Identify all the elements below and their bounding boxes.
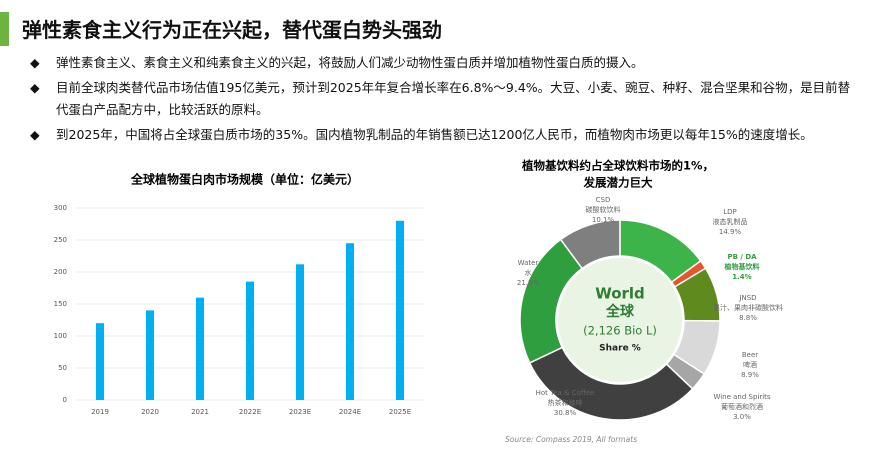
bar	[96, 323, 104, 400]
segment-sublabel: 啤酒	[743, 360, 757, 369]
segment-value: 10.1%	[592, 216, 615, 224]
segment-value: 30.8%	[554, 409, 577, 417]
segment-sublabel: 葡萄酒和烈酒	[721, 402, 763, 411]
segment-sublabel: 热茶和咖啡	[548, 398, 583, 407]
segment-label: CSD	[596, 196, 611, 204]
y-tick-label: 300	[54, 204, 67, 212]
segment-label: Wine and Spirits	[713, 393, 770, 401]
segment-label: PB / DA	[727, 253, 757, 261]
bar-chart-title: 全球植物蛋白肉市场规模（单位：亿美元）	[130, 172, 359, 187]
bullet: ◆ 到2025年，中国将占全球蛋白质市场的35%。国内植物乳制品的年销售额已达12…	[30, 124, 860, 146]
center-ring	[558, 258, 682, 382]
donut-segment	[519, 238, 584, 364]
segment-label: Beer	[742, 351, 758, 359]
bullet: ◆ 目前全球肉类替代品市场估值195亿美元，预计到2025年年复合增长率在6.8%…	[30, 77, 860, 121]
segment-label: LDP	[723, 208, 737, 216]
segment-label: Hot Tea & Coffee	[536, 389, 595, 397]
bar	[346, 243, 354, 400]
y-tick-label: 0	[63, 396, 67, 404]
bar	[196, 297, 204, 400]
x-tick-label: 2020	[141, 408, 159, 416]
segment-sublabel: 碳酸软饮料	[586, 205, 621, 214]
x-tick-label: 2021	[191, 408, 209, 416]
donut-segment	[528, 346, 694, 421]
bullet-list: ◆ 弹性素食主义、素食主义和纯素食主义的兴起，将鼓励人们减少动物性蛋白质并增加植物…	[30, 52, 860, 149]
segment-sublabel: 液态乳制品	[713, 217, 748, 226]
center-text: Share %	[599, 344, 641, 354]
x-tick-label: 2019	[91, 408, 109, 416]
source-note: Source: Compass 2019, All formats	[505, 435, 637, 444]
y-tick-label: 150	[54, 300, 67, 308]
segment-value: 14.9%	[719, 228, 742, 236]
x-tick-label: 2023E	[289, 408, 311, 416]
bullet-text: 弹性素食主义、素食主义和纯素食主义的兴起，将鼓励人们减少动物性蛋白质并增加植物性…	[56, 55, 644, 70]
segment-value: 8.8%	[739, 314, 757, 322]
segment-value: 8.9%	[741, 371, 759, 379]
x-tick-label: 2024E	[339, 408, 361, 416]
segment-sublabel: 果汁、果肉非碳酸饮料	[713, 303, 783, 312]
x-tick-label: 2025E	[389, 408, 411, 416]
bar	[146, 310, 154, 400]
header-accent	[0, 12, 9, 46]
slide-title: 弹性素食主义行为正在兴起，替代蛋白势头强劲	[22, 18, 442, 42]
y-tick-label: 250	[54, 236, 67, 244]
bar	[296, 264, 304, 400]
bar	[246, 281, 254, 400]
center-text: World	[595, 285, 645, 303]
y-tick-label: 100	[54, 332, 67, 340]
x-tick-label: 2022E	[239, 408, 261, 416]
bullet: ◆ 弹性素食主义、素食主义和纯素食主义的兴起，将鼓励人们减少动物性蛋白质并增加植物…	[30, 52, 860, 74]
segment-value: 1.4%	[732, 273, 751, 281]
center-text: (2,126 Bio L)	[583, 324, 657, 338]
segment-value: 3.0%	[733, 413, 751, 421]
center-text: 全球	[605, 303, 635, 320]
y-tick-label: 200	[54, 268, 67, 276]
segment-sublabel: 植物基饮料	[724, 262, 760, 271]
bullet-text: 目前全球肉类替代品市场估值195亿美元，预计到2025年年复合增长率在6.8%～…	[56, 80, 851, 117]
y-tick-label: 50	[58, 364, 67, 372]
bar	[396, 220, 404, 400]
segment-label: JNSD	[738, 294, 756, 302]
bullet-text: 到2025年，中国将占全球蛋白质市场的35%。国内植物乳制品的年销售额已达120…	[56, 127, 813, 142]
segment-label: Water	[518, 259, 539, 267]
segment-sublabel: 水	[525, 268, 532, 277]
donut-title: 发展潜力巨大	[583, 176, 653, 190]
donut-title: 植物基饮料约占全球饮料市场的1%，	[521, 159, 714, 173]
segment-value: 21.9%	[517, 279, 540, 287]
